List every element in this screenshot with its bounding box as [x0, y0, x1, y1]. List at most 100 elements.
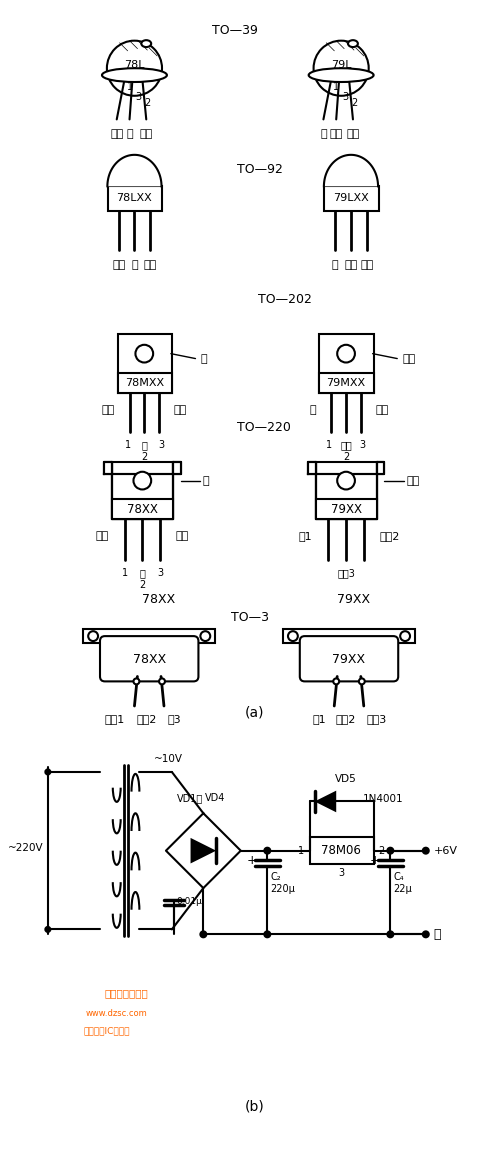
Polygon shape — [190, 838, 216, 863]
Text: 3: 3 — [342, 92, 348, 102]
Text: 地: 地 — [320, 129, 326, 139]
Text: TO—3: TO—3 — [230, 611, 268, 624]
Circle shape — [134, 679, 140, 684]
Polygon shape — [104, 462, 180, 519]
Text: +6V: +6V — [434, 846, 458, 855]
Text: 78XX: 78XX — [132, 653, 166, 666]
Bar — [316, 500, 376, 519]
Text: 维库电子市场网: 维库电子市场网 — [105, 989, 148, 998]
Text: VD5: VD5 — [335, 774, 357, 783]
Text: 地: 地 — [332, 260, 338, 270]
Text: 1: 1 — [326, 440, 332, 450]
Circle shape — [288, 631, 298, 641]
Circle shape — [107, 41, 162, 95]
Circle shape — [88, 631, 98, 641]
Text: 3: 3 — [338, 868, 344, 878]
Text: C₄
22μ: C₄ 22μ — [394, 873, 412, 894]
Circle shape — [388, 848, 394, 854]
Text: 地: 地 — [126, 129, 133, 139]
Bar — [112, 462, 173, 519]
Text: 地
2: 地 2 — [141, 440, 148, 461]
Bar — [320, 333, 374, 393]
Text: VD1～: VD1～ — [177, 794, 204, 803]
Text: 地: 地 — [131, 260, 138, 270]
Circle shape — [46, 927, 51, 932]
Text: ~220V: ~220V — [8, 842, 44, 853]
Text: 78M06: 78M06 — [321, 844, 361, 858]
Circle shape — [200, 932, 206, 938]
Text: 1: 1 — [298, 846, 304, 855]
Text: 79L: 79L — [331, 60, 351, 70]
Text: 输出: 输出 — [174, 404, 187, 415]
Text: 地
2: 地 2 — [139, 568, 145, 590]
Text: 1: 1 — [126, 83, 132, 92]
Circle shape — [264, 848, 270, 854]
Text: 输出2: 输出2 — [380, 531, 400, 540]
Text: 输入1: 输入1 — [104, 713, 125, 724]
Polygon shape — [108, 155, 162, 186]
Text: ~10V: ~10V — [154, 754, 183, 765]
Text: 输出: 输出 — [176, 531, 189, 540]
Text: 3: 3 — [136, 92, 141, 102]
Bar — [84, 630, 215, 643]
Text: 输出2: 输出2 — [336, 713, 356, 724]
Text: 输出2: 输出2 — [136, 713, 156, 724]
Text: 78L: 78L — [124, 60, 144, 70]
Bar — [118, 333, 172, 393]
Circle shape — [423, 848, 428, 854]
Text: 79XX: 79XX — [338, 593, 370, 607]
Bar — [112, 462, 173, 474]
Ellipse shape — [308, 69, 374, 83]
Bar — [316, 462, 376, 474]
Text: 3: 3 — [360, 440, 366, 450]
Text: +: + — [370, 854, 380, 867]
Text: 输出: 输出 — [376, 404, 389, 415]
Text: 输出: 输出 — [346, 129, 360, 139]
Text: 79LXX: 79LXX — [333, 193, 369, 203]
Text: (b): (b) — [244, 1099, 264, 1113]
Circle shape — [388, 932, 394, 938]
Text: 地1: 地1 — [299, 531, 312, 540]
Polygon shape — [308, 462, 384, 519]
Text: 2: 2 — [378, 846, 385, 855]
Circle shape — [337, 472, 355, 489]
Text: TO—39: TO—39 — [212, 24, 258, 37]
Bar — [376, 462, 384, 474]
Bar — [112, 500, 173, 519]
Polygon shape — [324, 155, 378, 186]
Ellipse shape — [142, 41, 151, 48]
Circle shape — [136, 345, 153, 363]
Text: +: + — [246, 854, 257, 867]
Text: 输出: 输出 — [360, 260, 374, 270]
Text: 地: 地 — [310, 404, 316, 415]
Text: TO—92: TO—92 — [238, 163, 284, 177]
Text: 78XX: 78XX — [127, 503, 158, 516]
Text: 3: 3 — [158, 440, 164, 450]
Bar — [173, 462, 180, 474]
Circle shape — [337, 345, 355, 363]
Text: 地: 地 — [200, 353, 207, 364]
Text: 2: 2 — [144, 98, 150, 108]
Text: (a): (a) — [245, 705, 264, 720]
Bar — [316, 462, 376, 519]
FancyBboxPatch shape — [100, 636, 198, 681]
Text: 输出: 输出 — [140, 129, 153, 139]
Text: TO—202: TO—202 — [258, 293, 312, 306]
Text: 输入: 输入 — [330, 129, 343, 139]
Circle shape — [200, 631, 210, 641]
Text: C₂
220μ: C₂ 220μ — [270, 873, 295, 894]
Circle shape — [359, 679, 365, 684]
Text: 78XX: 78XX — [142, 593, 176, 607]
Circle shape — [423, 932, 428, 938]
Text: 输入: 输入 — [110, 129, 124, 139]
Text: 输入: 输入 — [406, 475, 419, 486]
Text: 78LXX: 78LXX — [116, 193, 152, 203]
Text: 1: 1 — [124, 440, 130, 450]
Text: 输入: 输入 — [402, 353, 415, 364]
Text: 79XX: 79XX — [330, 503, 362, 516]
Text: www.dzsc.com: www.dzsc.com — [85, 1009, 147, 1018]
Bar — [320, 373, 374, 393]
Bar — [118, 373, 172, 393]
Text: 输入: 输入 — [102, 404, 115, 415]
Polygon shape — [166, 813, 240, 888]
